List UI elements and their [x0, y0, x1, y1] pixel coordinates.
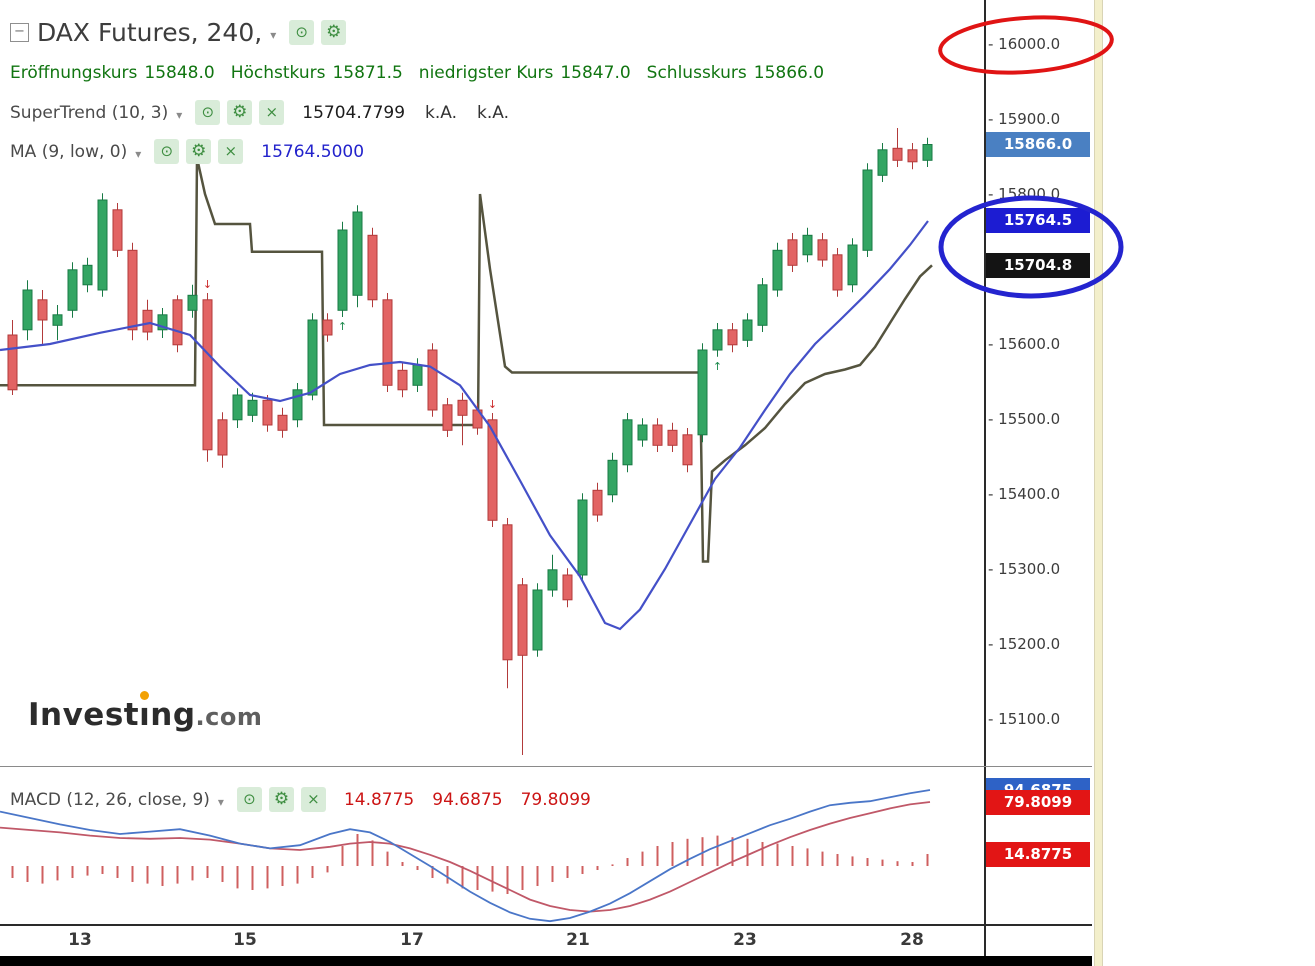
macd-label[interactable]: MACD (12, 26, close, 9): [10, 789, 210, 810]
logo-orange-dot: ı: [139, 691, 151, 733]
open-label: Eröffnungskurs: [10, 63, 138, 83]
price-axis-label: - 15300.0: [988, 560, 1061, 578]
supertrend-indicator-row: SuperTrend (10, 3) ▾ ⊙ ⚙ × 15704.7799 k.…: [10, 100, 509, 125]
macd-value-1: 14.8775: [343, 789, 415, 810]
macd-histogram: [11, 834, 929, 894]
svg-text:↑: ↑: [713, 360, 722, 373]
supertrend-na-2: k.A.: [477, 102, 510, 123]
svg-text:↓: ↓: [203, 278, 212, 291]
macd-value-2: 94.6875: [432, 789, 503, 810]
collapse-panel-icon[interactable]: −: [10, 23, 29, 42]
high-value: 15871.5: [332, 63, 403, 83]
time-axis-label: 28: [900, 930, 924, 950]
macd-panel-chart[interactable]: [0, 768, 984, 924]
investing-logo: Investıng.com: [28, 691, 263, 733]
chevron-down-icon[interactable]: ▾: [270, 28, 277, 42]
indicator-visibility-icon[interactable]: ⊙: [195, 100, 221, 125]
symbol-title[interactable]: DAX Futures, 240,: [37, 18, 263, 47]
close-label: Schlusskurs: [646, 63, 747, 83]
macd-main-line: [0, 789, 931, 923]
chevron-down-icon[interactable]: ▾: [135, 147, 142, 161]
price-axis-line: [984, 0, 986, 956]
close-icon[interactable]: ×: [300, 787, 326, 812]
price-axis-label: - 15100.0: [988, 710, 1061, 728]
ma-line: [0, 220, 929, 631]
macd-value-badge: 79.8099: [986, 789, 1090, 815]
macd-value-badge: 14.8775: [986, 841, 1090, 867]
indicator-visibility-icon[interactable]: ⊙: [289, 20, 315, 45]
main-price-chart[interactable]: ↓ ↑ ↓ ↑: [0, 0, 984, 767]
indicator-visibility-icon[interactable]: ⊙: [154, 139, 180, 164]
low-label: niedrigster Kurs: [418, 63, 554, 83]
price-axis-label: - 15900.0: [988, 110, 1061, 128]
gear-icon[interactable]: ⚙: [227, 100, 253, 125]
price-axis-label: - 15600.0: [988, 335, 1061, 353]
last-price-badge: 15764.5: [986, 208, 1090, 234]
price-axis[interactable]: - 16000.0 - 15900.0 - 15800.0 - 15600.0 - 15…: [986, 0, 1092, 966]
chart-title-row: − DAX Futures, 240, ▾ ⊙ ⚙: [10, 18, 347, 47]
supertrend-label[interactable]: SuperTrend (10, 3): [10, 102, 169, 123]
indicator-visibility-icon[interactable]: ⊙: [236, 787, 262, 812]
panel-separator: [0, 766, 1092, 767]
time-axis-label: 15: [233, 930, 257, 950]
macd-signal-line: [0, 801, 931, 913]
last-price-badge: 15866.0: [986, 132, 1090, 157]
time-axis-label: 23: [733, 930, 757, 950]
supertrend-value: 15704.7799: [302, 102, 406, 123]
supertrend-line: [0, 157, 933, 563]
xaxis-separator: [0, 924, 1092, 926]
chevron-down-icon[interactable]: ▾: [217, 795, 224, 809]
vertical-scrollbar[interactable]: [1094, 0, 1103, 966]
high-label: Höchstkurs: [230, 63, 326, 83]
price-axis-label: - 15400.0: [988, 485, 1061, 503]
logo-suffix: .com: [195, 703, 263, 731]
close-value: 15866.0: [753, 63, 825, 83]
fractal-markers: ↓ ↑ ↓ ↑: [203, 278, 722, 411]
ma-label[interactable]: MA (9, low, 0): [10, 141, 128, 162]
gear-icon[interactable]: ⚙: [268, 787, 294, 812]
last-price-badge: 15704.8: [986, 252, 1090, 278]
price-axis-label: - 15200.0: [988, 635, 1061, 653]
time-axis-label: 17: [400, 930, 424, 950]
chevron-down-icon[interactable]: ▾: [176, 108, 183, 122]
price-axis-label: - 15500.0: [988, 410, 1061, 428]
svg-text:↑: ↑: [338, 320, 347, 333]
macd-value-3: 79.8099: [520, 789, 591, 810]
supertrend-na-1: k.A.: [425, 102, 458, 123]
price-axis-label: - 15800.0: [988, 185, 1061, 203]
logo-text: ng: [150, 697, 196, 733]
gear-icon[interactable]: ⚙: [186, 139, 212, 164]
gear-icon[interactable]: ⚙: [321, 20, 347, 45]
time-axis-label: 21: [566, 930, 590, 950]
close-icon[interactable]: ×: [218, 139, 244, 164]
ohlc-readout: Eröffnungskurs 15848.0 Höchstkurs 15871.5 …: [10, 63, 840, 83]
macd-indicator-row: MACD (12, 26, close, 9) ▾ ⊙ ⚙ × 14.8775 …: [10, 787, 591, 812]
logo-text: Invest: [28, 697, 140, 733]
candles: [7, 128, 933, 755]
low-value: 15847.0: [560, 63, 631, 83]
bottom-frame-bar: [0, 956, 1092, 966]
time-axis-label: 13: [68, 930, 92, 950]
ma-indicator-row: MA (9, low, 0) ▾ ⊙ ⚙ × 15764.5000: [10, 139, 364, 164]
open-value: 15848.0: [144, 63, 215, 83]
price-axis-label: - 16000.0: [988, 35, 1061, 53]
time-axis[interactable]: 13 15 17 21 23 28: [0, 928, 984, 956]
ma-value: 15764.5000: [261, 141, 365, 162]
svg-text:↓: ↓: [488, 398, 497, 411]
close-icon[interactable]: ×: [259, 100, 285, 125]
